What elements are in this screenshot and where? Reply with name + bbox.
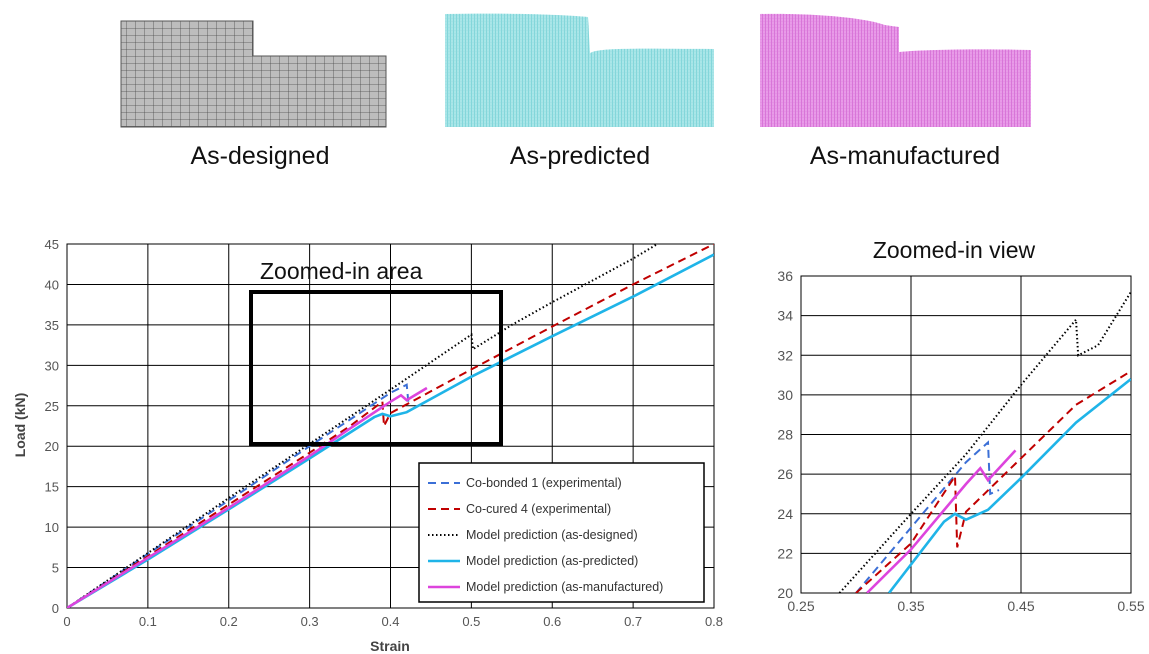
zoom-plot-frame [800,275,1132,594]
main-x-tick-label: 0.3 [301,614,319,629]
main-series-as-predicted [67,253,714,608]
legend-label-as-manufactured: Model prediction (as-manufactured) [466,580,663,594]
zoom-y-tick-label: 30 [777,387,793,403]
zoom-series-as-predicted [887,377,1131,593]
zoom-y-tick-label: 26 [777,466,793,482]
main-y-tick-label: 15 [45,480,59,495]
mesh-as-predicted [445,13,714,127]
caption-as-designed: As-designed [190,142,330,170]
main-plot-frame [66,243,715,609]
main-x-tick-label: 0.2 [220,614,238,629]
mesh-as-manufactured [760,13,1031,128]
zoom-y-tick-label: 24 [777,506,793,522]
main-y-tick-label: 40 [45,277,59,292]
main-series-co-cured-4 [67,244,714,608]
main-x-tick-label: 0 [63,614,70,629]
zoom-x-tick-label: 0.55 [1117,598,1144,614]
zoom-chart-title: Zoomed-in view [873,237,1036,263]
main-y-tick-label: 5 [52,561,59,576]
zoom-series-as-designed [838,291,1131,593]
main-chart-series [67,244,714,608]
main-x-tick-label: 0.6 [543,614,561,629]
main-y-tick-label: 20 [45,439,59,454]
main-series-as-manufactured [67,386,428,608]
zoom-y-tick-label: 28 [777,427,793,443]
main-chart-grid [66,243,715,609]
main-x-tick-label: 0.4 [381,614,399,629]
main-y-tick-label: 10 [45,520,59,535]
legend-label-co-bonded-1: Co-bonded 1 (experimental) [466,476,622,490]
zoom-x-tick-label: 0.25 [787,598,814,614]
legend-label-co-cured-4: Co-cured 4 (experimental) [466,502,611,516]
zoom-series-co-bonded-1 [855,440,1000,593]
zoom-series-as-manufactured [866,449,1017,593]
main-x-tick-label: 0.8 [705,614,723,629]
mesh-figures [120,13,1031,128]
legend-box [418,462,705,603]
mesh-as-designed [120,20,387,128]
zoom-x-tick-label: 0.35 [897,598,924,614]
main-chart-ticks: 0 0.1 0.2 0.3 0.4 0.5 0.6 0.7 0.8 0 5 10 15 20 25 30 35 4… [45,237,724,629]
zoom-chart-series [838,291,1131,593]
zoom-y-tick-label: 20 [777,585,793,601]
zoom-y-tick-label: 22 [777,545,793,561]
zoom-chart-ticks: 0.25 0.35 0.45 0.55 20 22 24 26 28 30 32 34 36 [777,268,1144,614]
zoom-y-tick-label: 32 [777,347,793,363]
legend-label-as-designed: Model prediction (as-designed) [466,528,638,542]
main-y-tick-label: 35 [45,318,59,333]
zoom-chart-grid [800,275,1132,594]
zoom-area-box [249,290,503,446]
main-x-axis-label: Strain [370,638,410,654]
zoom-area-label: Zoomed-in area [260,258,423,284]
main-y-tick-label: 45 [45,237,59,252]
main-y-tick-label: 0 [52,601,59,616]
main-chart-legend: Co-bonded 1 (experimental) Co-cured 4 (ex… [418,462,705,603]
main-series-as-designed [67,244,658,608]
main-y-tick-label: 25 [45,399,59,414]
zoom-y-tick-label: 36 [777,268,793,284]
caption-as-manufactured: As-manufactured [809,142,1001,170]
main-x-tick-label: 0.1 [139,614,157,629]
zoom-y-tick-label: 34 [777,308,793,324]
main-series-co-bonded-1 [67,383,410,608]
caption-as-predicted: As-predicted [509,142,651,170]
legend-label-as-predicted: Model prediction (as-predicted) [466,554,638,568]
main-y-tick-label: 30 [45,358,59,373]
main-x-tick-label: 0.7 [624,614,642,629]
main-x-tick-label: 0.5 [462,614,480,629]
zoom-series-co-cured-4 [855,370,1131,593]
zoom-x-tick-label: 0.45 [1007,598,1034,614]
main-y-axis-label: Load (kN) [12,393,28,458]
